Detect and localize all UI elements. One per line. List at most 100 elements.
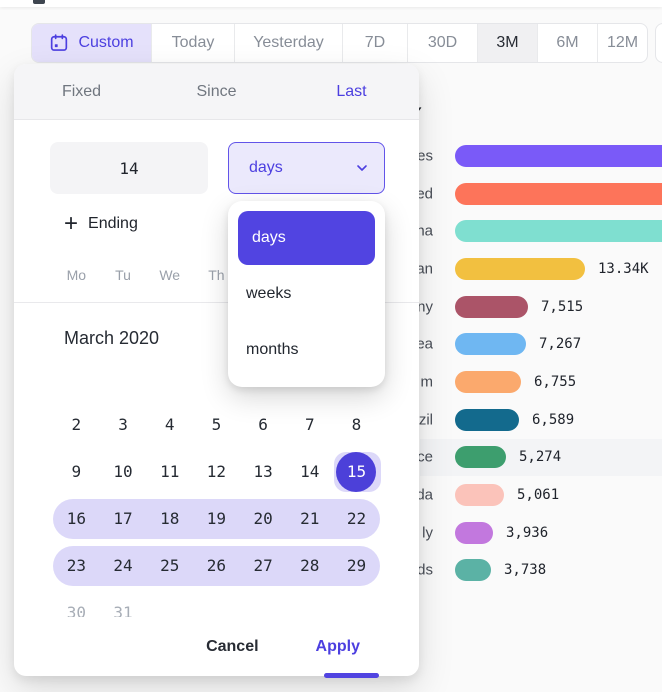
clipped-icon-fragment [33,0,45,4]
calendar-day-21[interactable]: 21 [286,495,333,542]
tab-last[interactable]: Last [336,82,367,100]
calendar-day-12[interactable]: 12 [193,448,240,495]
chart-bar [455,295,528,318]
calendar-icon [51,34,68,51]
toolbar-item-12m[interactable]: 12M [598,24,647,62]
calendar-day-19[interactable]: 19 [193,495,240,542]
chart-row[interactable]: ce 5,274 [417,438,662,477]
chart-row[interactable]: ny 7,515 [417,288,662,326]
calendar-day-number: 3 [118,415,128,434]
chart-row[interactable]: zil 6,589 [419,401,662,439]
calendar-day-number: 31 [113,603,133,617]
toolbar-item-30d[interactable]: 30D [408,24,478,62]
calendar-day-25[interactable]: 25 [146,542,193,589]
calendar-day-16[interactable]: 16 [53,495,100,542]
calendar-day-7[interactable]: 7 [286,401,333,448]
calendar-day-27[interactable]: 27 [240,542,287,589]
calendar-day-number: 7 [304,415,315,434]
chart-label: ny [417,298,433,316]
unit-option-months[interactable]: months [246,340,299,358]
chart-bar [455,257,585,280]
countries-bar-chart: es ed na an 13.34K ny 7,515 ea 7,267 m 6,755 zil 6,5… [416,137,662,590]
chart-bar [455,333,526,356]
chart-row[interactable]: es [417,137,662,175]
ending-label: Ending [88,215,138,232]
month-title: March 2020 [64,328,160,348]
calendar-day-10[interactable]: 10 [100,448,147,495]
calendar-day-6[interactable]: 6 [240,401,287,448]
unit-option-weeks[interactable]: weeks [246,284,292,302]
calendar-day-29[interactable]: 29 [333,542,380,589]
chart-bar [455,559,491,582]
chart-label: an [416,260,433,278]
chart-label: da [416,486,433,504]
calendar-day-24[interactable]: 24 [100,542,147,589]
calendar-day-20[interactable]: 20 [240,495,287,542]
calendar-day-30[interactable]: 30 [53,589,100,617]
chart-row[interactable]: ly 3,936 [420,514,662,552]
chart-row[interactable]: m 6,755 [420,363,662,401]
weekday-label: Mo [66,267,87,283]
calendar-day-11[interactable]: 11 [146,448,193,495]
chart-value: 5,061 [517,487,560,504]
calendar-day-9[interactable]: 9 [53,448,100,495]
chart-bar [455,484,504,507]
calendar-day-number: 10 [113,462,133,481]
chart-value: 3,936 [506,524,549,541]
chart-label: ds [417,561,433,579]
calendar-day-number: 25 [160,556,180,575]
chart-bar [455,182,662,205]
chart-row[interactable]: na [416,212,662,250]
unit-select[interactable]: days [228,142,385,194]
tab-fixed[interactable]: Fixed [61,82,102,100]
chart-row[interactable]: da 5,061 [416,476,662,514]
toolbar-item-6m[interactable]: 6M [538,24,598,62]
weekday-label: We [159,267,181,283]
calendar-day-17[interactable]: 17 [100,495,147,542]
unit-option-days[interactable]: days [238,211,375,265]
toolbar-item-3m[interactable]: 3M [478,24,538,62]
apply-button[interactable]: Apply [310,637,366,657]
calendar-day-18[interactable]: 18 [146,495,193,542]
chart-row[interactable]: an 13.34K [416,250,662,288]
amount-input[interactable] [50,142,208,194]
chart-row[interactable]: ed [416,175,662,213]
weekday-label: Th [208,267,225,283]
calendar-day-14[interactable]: 14 [286,448,333,495]
toolbar-item-7d[interactable]: 7D [343,24,408,62]
calendar-day-number: 9 [71,462,82,481]
chart-value: 6,589 [532,411,575,428]
calendar-day-13[interactable]: 13 [240,448,287,495]
chart-label: na [416,222,433,240]
calendar-day-2[interactable]: 2 [53,401,100,448]
calendar-day-23[interactable]: 23 [53,542,100,589]
toolbar-item-label: Yesterday [253,34,324,51]
tab-since[interactable]: Since [196,82,237,100]
chart-bar [455,370,521,393]
toolbar-next-group-clipped[interactable] [655,23,662,63]
calendar-day-5[interactable]: 5 [193,401,240,448]
calendar-day-31[interactable]: 31 [100,589,147,617]
add-ending-button[interactable]: + Ending [64,212,138,236]
chart-value: 3,738 [504,562,547,579]
toolbar-item-custom[interactable]: Custom [32,24,152,62]
calendar-day-number: 14 [300,462,320,481]
chart-value: 6,755 [534,373,577,390]
chart-row[interactable]: ea 7,267 [416,325,662,363]
calendar-day-4[interactable]: 4 [146,401,193,448]
chart-row[interactable]: ds 3,738 [417,552,662,590]
cancel-button[interactable]: Cancel [200,637,264,657]
calendar-day-3[interactable]: 3 [100,401,147,448]
toolbar-item-today[interactable]: Today [152,24,235,62]
calendar-day-22[interactable]: 22 [333,495,380,542]
toolbar-item-yesterday[interactable]: Yesterday [235,24,343,62]
calendar-day-8[interactable]: 8 [333,401,380,448]
tab-underline [324,673,379,678]
toolbar-item-label: 7D [364,34,386,51]
calendar-day-26[interactable]: 26 [193,542,240,589]
calendar-day-15[interactable]: 15 [333,448,381,495]
calendar-day-28[interactable]: 28 [286,542,333,589]
chart-bar [455,521,493,544]
date-range-toolbar: Custom Today Yesterday 7D 30D 3M 6M 12M [31,23,648,63]
